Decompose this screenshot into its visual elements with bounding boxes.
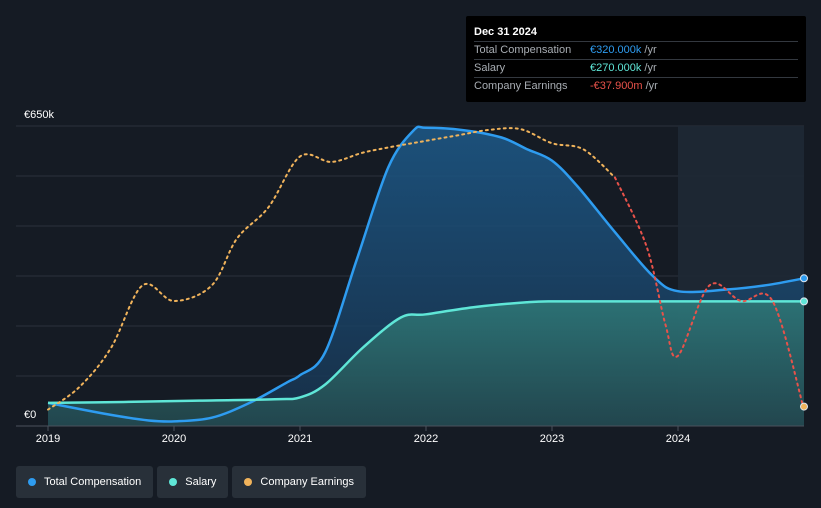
legend-dot-icon (169, 478, 178, 486)
total-compensation-end-marker (800, 274, 808, 283)
legend-item-salary[interactable]: Salary (157, 466, 229, 498)
legend-label: Salary (185, 476, 217, 488)
company-earnings-end-marker (800, 402, 808, 411)
tooltip-value: €320.000k (590, 44, 642, 56)
salary-end-marker (800, 297, 808, 306)
x-tick-label: 2022 (414, 433, 438, 445)
tooltip-value: €270.000k (590, 62, 642, 74)
x-tick-label: 2020 (162, 433, 186, 445)
tooltip-row-total: Total Compensation €320.000k /yr (474, 41, 798, 59)
x-tick-label: 2023 (540, 433, 564, 445)
tooltip-unit: /yr (644, 44, 657, 56)
area-fills (48, 126, 804, 426)
tooltip-label: Total Compensation (474, 44, 572, 56)
legend-dot-icon (244, 478, 253, 486)
legend-label: Total Compensation (44, 476, 142, 488)
legend-item-company-earnings[interactable]: Company Earnings (232, 466, 366, 498)
company-earnings-negative-line (614, 176, 805, 411)
tooltip-date: Dec 31 2024 (474, 26, 537, 38)
axis-ticks: 2019 2020 2021 2022 2023 2024 €650k €0 (24, 109, 690, 445)
tooltip-label: Salary (474, 62, 506, 74)
salary-area (48, 301, 804, 426)
tooltip-row-salary: Salary €270.000k /yr (474, 59, 798, 77)
y-tick-label: €650k (24, 109, 54, 121)
legend-item-total-compensation[interactable]: Total Compensation (16, 466, 154, 498)
x-tick-label: 2019 (36, 433, 60, 445)
salary-line (47, 300, 804, 405)
tooltip: Dec 31 2024 Total Compensation €320.000k… (466, 16, 806, 102)
series-lines (47, 125, 805, 423)
x-tick-label: 2024 (666, 433, 690, 445)
end-markers (800, 274, 808, 411)
legend-dot-icon (28, 478, 36, 486)
legend-label: Company Earnings (260, 476, 354, 488)
tooltip-label: Company Earnings (474, 80, 568, 92)
x-tick-label: 2021 (288, 433, 312, 445)
tooltip-unit: /yr (645, 80, 658, 92)
tooltip-row-earnings: Company Earnings -€37.900m /yr (474, 77, 798, 95)
y-tick-label: €0 (24, 409, 36, 421)
total-compensation-line (47, 125, 805, 423)
tooltip-unit: /yr (644, 62, 657, 74)
tooltip-value: -€37.900m (590, 80, 643, 92)
legend: Total Compensation Salary Company Earnin… (16, 466, 366, 498)
